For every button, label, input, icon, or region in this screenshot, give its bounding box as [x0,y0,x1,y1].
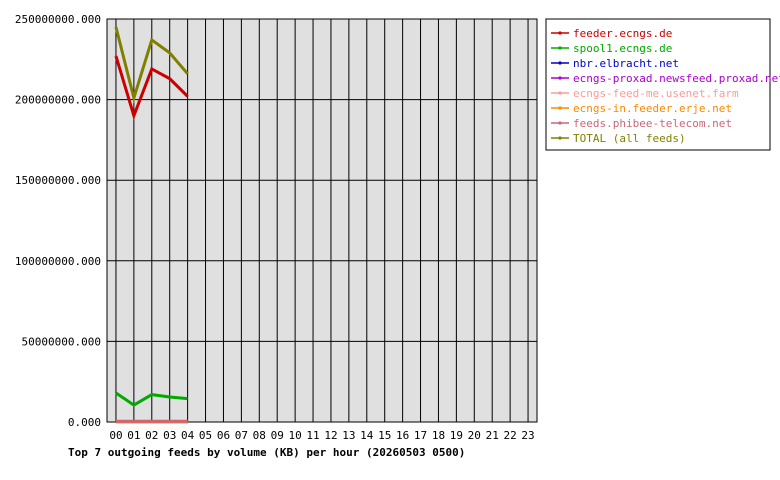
x-tick-label: 05 [199,429,212,442]
x-tick-label: 14 [360,429,374,442]
legend-label: feeds.phibee-telecom.net [573,117,732,130]
y-tick-label: 50000000.000 [22,335,101,348]
y-tick-label: 200000000.000 [15,94,101,107]
x-tick-label: 10 [289,429,302,442]
y-tick-label: 150000000.000 [15,174,101,187]
y-tick-label: 0.000 [68,416,101,429]
x-tick-label: 01 [127,429,140,442]
series-line [114,55,189,121]
legend-swatch-marker [558,136,562,140]
legend-swatch-marker [558,121,562,125]
x-tick-label: 09 [271,429,284,442]
legend-label: feeder.ecngs.de [573,27,672,40]
legend-swatch-marker [558,31,562,35]
x-tick-label: 04 [181,429,195,442]
legend-box [545,18,771,151]
x-tick-label: 03 [163,429,176,442]
x-tick-label: 00 [109,429,122,442]
x-tick-label: 21 [486,429,499,442]
series-lines [114,26,189,424]
legend-label: spool1.ecngs.de [573,42,672,55]
x-tick-label: 23 [521,429,534,442]
x-tick-label: 18 [432,429,445,442]
legend-swatch-marker [558,61,562,65]
legend-swatch-marker [558,106,562,110]
x-tick-label: 12 [324,429,337,442]
series-line [114,26,189,104]
x-tick-label: 07 [235,429,248,442]
grid [107,18,537,423]
x-tick-label: 06 [217,429,230,442]
legend-swatch-marker [558,46,562,50]
x-tick-label: 08 [253,429,266,442]
x-tick-label: 16 [396,429,409,442]
legend-label: TOTAL (all feeds) [573,132,686,145]
x-tick-label: 13 [342,429,355,442]
y-tick-label: 100000000.000 [15,255,101,268]
x-tick-label: 02 [145,429,158,442]
legend-swatch-marker [558,76,562,80]
series-line [115,391,188,407]
chart-title: Top 7 outgoing feeds by volume (KB) per … [68,446,465,459]
legend-label: ecngs-proxad.newsfeed.proxad.net [573,72,780,85]
y-tick-label: 250000000.000 [15,13,101,26]
x-tick-label: 20 [468,429,481,442]
x-tick-label: 19 [450,429,463,442]
x-tick-labels: 00 01 02 03 04 05 06 07 08 09 10 11 12 13 14 15 16 17 18 19… [109,429,534,442]
y-tick-labels: 0.000 50000000.000 100000000.000 150000000.… [15,13,101,429]
x-tick-label: 17 [414,429,427,442]
legend: feeder.ecngs.de spool1.ecngs.de nbr.elbrac… [545,18,780,151]
legend-label: nbr.elbracht.net [573,57,679,70]
legend-label: ecngs-in.feeder.erje.net [573,102,732,115]
x-tick-label: 11 [306,429,319,442]
legend-swatch-marker [558,91,562,95]
legend-label: ecngs-feed-me.usenet.farm [573,87,739,100]
x-tick-label: 22 [504,429,517,442]
x-tick-label: 15 [378,429,391,442]
